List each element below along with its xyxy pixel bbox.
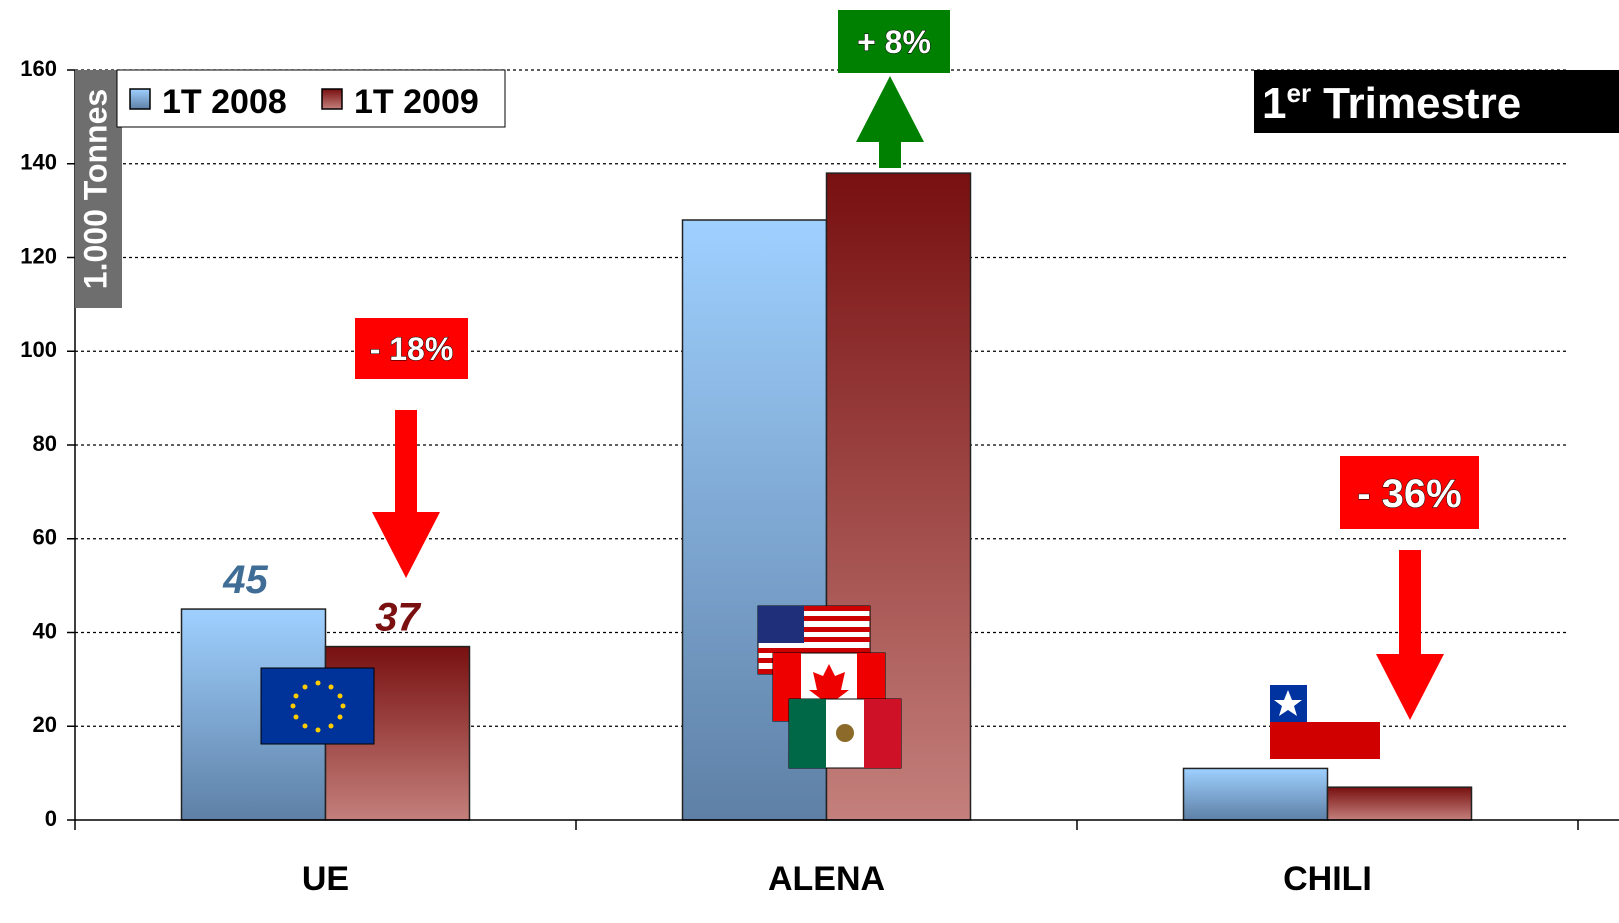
x-tick-label: CHILI: [1283, 860, 1372, 898]
annotation-box: [355, 318, 468, 379]
x-tick-label: ALENA: [768, 860, 885, 898]
annotation-text: - 18%: [370, 331, 454, 367]
annotation-text: + 8%: [857, 24, 931, 60]
y-axis-label: 1.000 Tonnes: [77, 89, 113, 289]
axes: 0 20 40 60 80 100 120 140 160 UE ALENA CHILI: [20, 56, 1619, 898]
legend-items: 1T 2008 1T 2009: [129, 83, 479, 121]
annotation-box: [838, 10, 950, 73]
y-tick-label: 140: [20, 150, 57, 175]
x-tick-label: UE: [302, 860, 349, 898]
y-tick-label: 0: [45, 806, 57, 831]
data-label: 37: [375, 596, 421, 640]
y-label-box: [75, 70, 122, 308]
data-label: 45: [222, 558, 268, 602]
title-box: [1254, 70, 1619, 133]
y-tick-label: 20: [33, 712, 57, 737]
title-number: 1: [1262, 79, 1286, 128]
legend-swatch: [321, 88, 343, 110]
legend: [116, 69, 506, 128]
flag-mexico: [788, 698, 902, 769]
flag-eu: [260, 667, 375, 745]
title-text: Trimestre: [1323, 79, 1521, 128]
annotation-text: - 36%: [1357, 472, 1462, 516]
y-tick-label: 60: [33, 525, 57, 550]
y-tick-label: 80: [33, 431, 57, 456]
y-tick-label: 40: [33, 618, 57, 643]
legend-swatch: [129, 88, 151, 110]
chart-title: 1er Trimestre: [1262, 78, 1521, 128]
y-tick-label: 100: [20, 337, 57, 362]
y-tick-label: 160: [20, 56, 57, 81]
bar: [1182, 767, 1329, 821]
annotations: - 18% + 8% - 36%: [355, 10, 1479, 720]
legend-label: 1T 2009: [354, 83, 479, 121]
annotation-arrow: [372, 410, 440, 578]
legend-label: 1T 2008: [162, 83, 287, 121]
flag-chile: [1270, 685, 1380, 759]
title-suffix: er: [1286, 78, 1311, 108]
annotation-arrow: [1376, 550, 1444, 720]
annotation-box: [1340, 456, 1479, 529]
y-tick-label: 120: [20, 243, 57, 268]
annotation-arrow: [856, 76, 924, 168]
bar: [1326, 786, 1473, 821]
